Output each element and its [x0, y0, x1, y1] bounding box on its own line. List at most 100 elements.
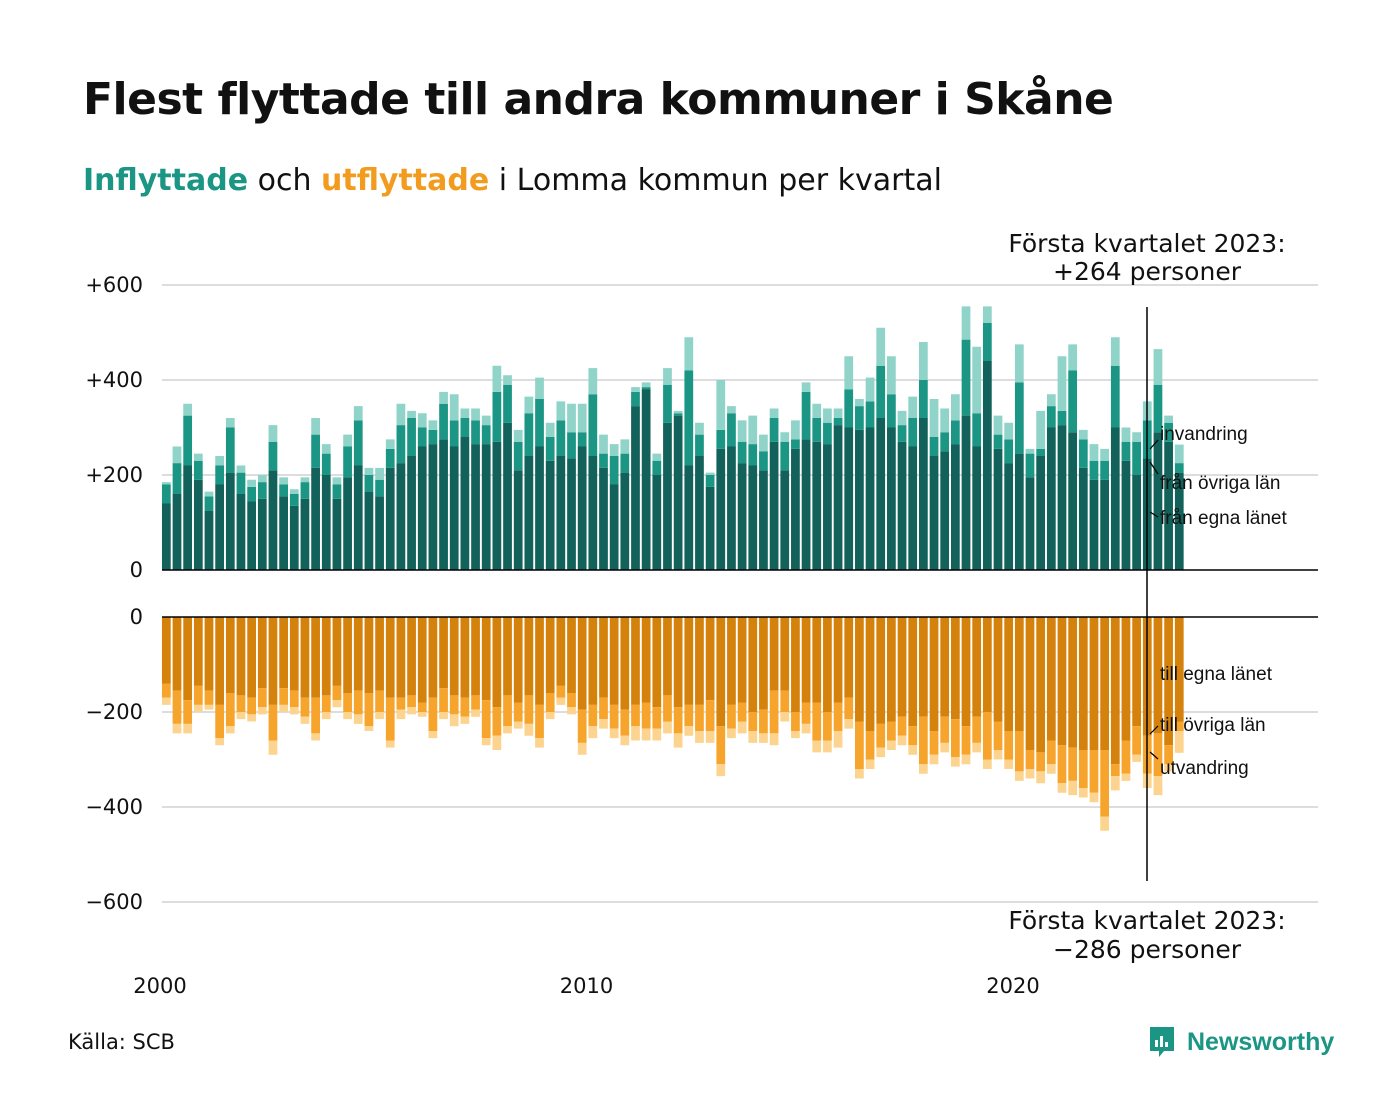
bar-in-segment [1089, 444, 1099, 461]
bar-in-segment [1046, 406, 1056, 428]
bar-out-segment [567, 707, 576, 715]
bar-in-segment [780, 441, 790, 471]
bar-out-segment [652, 728, 662, 741]
bar-in-segment [257, 482, 267, 499]
bar-in-segment [961, 306, 971, 340]
bar-out-segment [641, 617, 651, 703]
bar-out-segment [1100, 816, 1110, 831]
annotation-utvandring: utvandring [1160, 758, 1249, 779]
bar-in-segment [321, 475, 331, 570]
bar-in-segment [428, 429, 438, 445]
bar-in-segment [268, 441, 278, 471]
bar-out-segment [663, 617, 672, 696]
bar-in-segment [1132, 475, 1141, 570]
bar-in-segment [193, 479, 203, 570]
bar-out-segment [311, 733, 320, 741]
bar-out-segment [1014, 771, 1024, 781]
bar-in-segment [300, 477, 310, 483]
bar-out-segment [417, 702, 427, 712]
bar-in-segment [1036, 456, 1046, 570]
bar-in-segment [1110, 427, 1120, 570]
bar-in-segment [417, 413, 427, 428]
callout-top-line2: +264 personer [1053, 257, 1242, 286]
annotation-till-ovriga-lan: till övriga län [1160, 715, 1266, 736]
bar-in-segment [279, 484, 288, 497]
bar-out-segment [236, 617, 246, 696]
bar-out-segment [609, 728, 619, 739]
annotation-fran-ovriga-lan: från övriga län [1160, 473, 1280, 494]
bar-out-segment [748, 617, 758, 712]
bar-out-segment [428, 731, 438, 739]
bar-in-segment [695, 434, 704, 456]
bar-out-segment [481, 738, 491, 746]
bar-in-segment [279, 477, 288, 485]
leader-fran-egna-lanet [1149, 511, 1159, 518]
bar-out-segment [727, 704, 736, 729]
callout-top-line1: Första kvartalet 2023: [1008, 229, 1285, 258]
bar-out-segment [812, 617, 822, 703]
bar-out-segment [982, 712, 992, 760]
bar-in-segment [1068, 344, 1078, 371]
bar-in-segment [961, 415, 971, 570]
bar-out-segment [844, 617, 854, 698]
bar-out-segment [1025, 769, 1035, 779]
bar-out-segment [993, 721, 1003, 750]
bar-out-segment [1057, 617, 1067, 746]
bar-out-segment [556, 697, 566, 705]
bar-in-segment [161, 503, 171, 570]
bar-out-segment [1174, 617, 1184, 722]
bar-in-segment [897, 425, 907, 442]
bar-in-segment [929, 399, 939, 437]
bar-in-segment [748, 465, 758, 570]
bar-in-segment [172, 494, 182, 570]
callout-bottom-line2: −286 personer [1053, 935, 1242, 964]
bar-out-segment [801, 702, 811, 724]
newsworthy-logo[interactable]: Newsworthy [1147, 1024, 1334, 1060]
bar-in-segment [1174, 444, 1184, 464]
bar-in-segment [791, 448, 800, 570]
bar-in-segment [1004, 439, 1014, 464]
bar-in-segment [513, 429, 523, 442]
bar-out-segment [1164, 745, 1173, 765]
bar-out-segment [449, 714, 459, 727]
bar-in-segment [225, 427, 235, 473]
bar-in-segment [769, 408, 779, 418]
bar-in-segment [791, 420, 800, 440]
bar-in-segment [481, 415, 491, 426]
bar-in-segment [1036, 410, 1046, 449]
bar-in-segment [993, 434, 1003, 449]
bar-out-segment [439, 617, 448, 689]
bar-in-segment [161, 482, 171, 485]
bar-out-segment [652, 617, 662, 708]
bar-in-segment [215, 465, 225, 485]
bar-in-segment [300, 482, 310, 499]
bar-in-segment [631, 406, 640, 570]
bar-out-segment [812, 702, 822, 741]
bar-in-segment [705, 472, 715, 475]
bar-out-segment [631, 726, 640, 741]
bar-in-segment [684, 337, 694, 371]
bar-in-segment [321, 444, 331, 454]
bar-in-segment [1057, 356, 1067, 411]
subtitle-inflyttade: Inflyttade [83, 163, 249, 198]
bar-out-segment [1057, 783, 1067, 793]
bar-out-segment [950, 617, 960, 720]
bar-in-segment [631, 391, 640, 407]
bar-out-segment [321, 617, 331, 696]
bar-out-segment [300, 697, 310, 717]
bar-in-segment [556, 456, 566, 570]
bar-in-segment [247, 501, 257, 570]
bar-out-segment [353, 690, 363, 715]
bar-out-segment [513, 721, 523, 729]
bar-out-segment [513, 617, 523, 703]
bar-in-segment [940, 432, 950, 452]
bar-out-segment [503, 695, 512, 727]
bar-in-segment [1132, 432, 1141, 442]
bar-in-segment [812, 418, 822, 442]
bar-out-segment [236, 695, 246, 712]
bar-in-segment [364, 467, 374, 475]
bar-in-segment [641, 387, 651, 390]
bar-out-segment [716, 726, 726, 765]
bar-out-segment [193, 617, 203, 686]
bar-in-segment [407, 456, 416, 570]
